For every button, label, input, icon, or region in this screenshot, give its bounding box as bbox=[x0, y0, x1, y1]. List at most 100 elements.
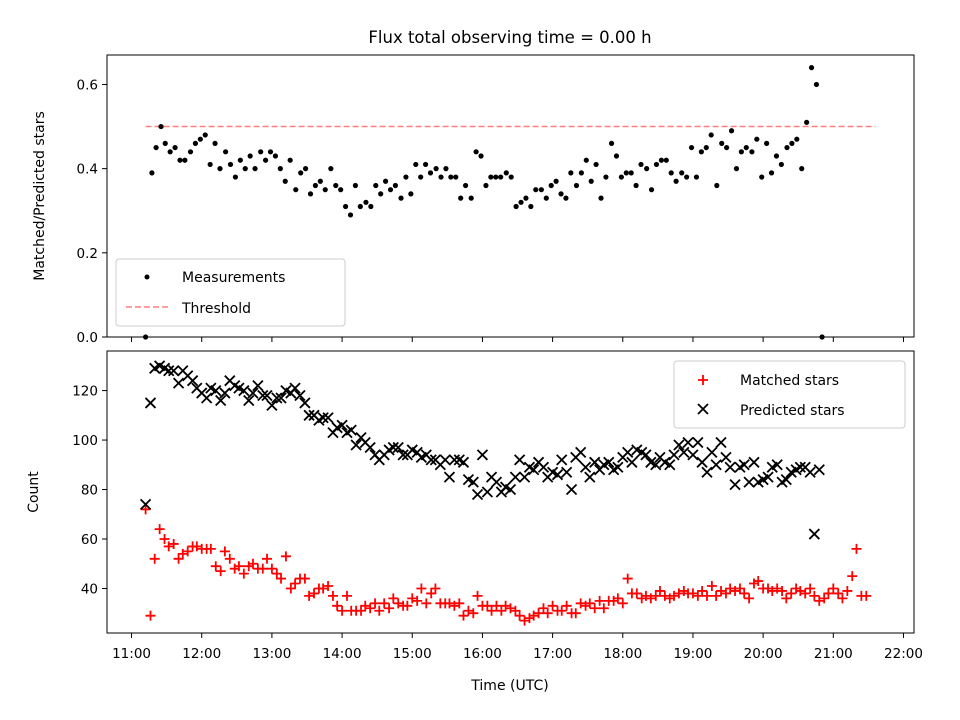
measurements-point bbox=[573, 182, 580, 189]
predicted-stars-point bbox=[443, 471, 456, 483]
matched-stars-point bbox=[823, 588, 834, 599]
measurements-point bbox=[749, 149, 755, 155]
predicted-stars-point bbox=[701, 466, 713, 478]
matched-stars-point bbox=[215, 566, 226, 577]
predicted-stars-point bbox=[715, 436, 727, 449]
ratio-legend-box bbox=[115, 258, 346, 327]
predicted-stars-point bbox=[238, 384, 250, 397]
matched-stars-point bbox=[744, 593, 755, 604]
measurements-point bbox=[448, 174, 454, 180]
measurements-point bbox=[387, 187, 394, 193]
measurements-point bbox=[202, 132, 208, 138]
ratio-y-ticks: 0.0 0.2 0.4 0.6 bbox=[77, 77, 107, 346]
measurements-point bbox=[764, 140, 770, 146]
measurements-point bbox=[237, 157, 243, 163]
matched-stars-point bbox=[370, 598, 381, 609]
measurements-point bbox=[743, 144, 749, 151]
measurements-point bbox=[212, 140, 218, 146]
matched-stars-point bbox=[514, 610, 525, 621]
measurements-point bbox=[227, 161, 234, 168]
measurements-point bbox=[167, 149, 173, 155]
counts-panel: 40 60 80 100 120 11:00 12:00 13:00 14:00 15:00 16… bbox=[26, 350, 923, 662]
matched-stars-point bbox=[159, 534, 170, 544]
predicted-stars-point bbox=[392, 441, 404, 454]
matched-stars-point bbox=[309, 588, 320, 599]
predicted-stars-point bbox=[490, 476, 503, 488]
matched-stars-point bbox=[365, 603, 376, 614]
predicted-stars-point bbox=[219, 387, 231, 399]
measurements-point bbox=[663, 157, 669, 163]
measurements-point bbox=[503, 170, 509, 176]
measurements-point bbox=[172, 144, 178, 151]
measurements-point bbox=[719, 140, 725, 146]
measurements-point bbox=[427, 170, 434, 176]
predicted-stars-point bbox=[345, 424, 357, 436]
matched-stars-point bbox=[556, 605, 567, 616]
counts-y-tick-label: 80 bbox=[81, 483, 98, 499]
measurements-point bbox=[528, 203, 534, 210]
matched-stars-point bbox=[145, 610, 156, 621]
predicted-stars-point bbox=[163, 365, 175, 377]
measurements-point bbox=[794, 136, 800, 142]
measurements-point bbox=[513, 203, 519, 210]
matched-stars-point bbox=[219, 546, 230, 557]
legend-threshold-label: Threshold bbox=[181, 301, 251, 317]
measurements-point bbox=[813, 81, 820, 88]
matched-stars-point bbox=[388, 593, 399, 604]
matched-stars-point bbox=[140, 504, 151, 515]
legend-measurements-label: Measurements bbox=[182, 270, 285, 286]
measurements-point bbox=[738, 149, 744, 155]
matched-stars-point bbox=[828, 583, 839, 594]
predicted-stars-point bbox=[144, 397, 157, 409]
predicted-stars-point bbox=[622, 446, 634, 459]
matched-stars-point bbox=[384, 603, 395, 614]
measurements-point bbox=[302, 166, 309, 172]
predicted-stars-point bbox=[504, 483, 517, 496]
matched-stars-point bbox=[374, 605, 385, 616]
legend-predicted-label: Predicted stars bbox=[740, 403, 845, 419]
matched-stars-point bbox=[280, 551, 291, 562]
counts-legend: Matched stars Predicted stars bbox=[673, 360, 906, 429]
measurements-point bbox=[217, 166, 223, 172]
measurements-point bbox=[382, 178, 389, 184]
measurements-point bbox=[658, 157, 664, 163]
matched-stars-point bbox=[654, 585, 665, 596]
measurements-point bbox=[142, 334, 149, 340]
predicted-stars-point bbox=[706, 446, 718, 459]
predicted-stars-point bbox=[294, 389, 306, 402]
predicted-stars-point bbox=[172, 377, 185, 389]
predicted-stars-point bbox=[687, 449, 699, 461]
measurements-point bbox=[357, 203, 363, 210]
matched-stars-point bbox=[711, 590, 722, 601]
measurements-point bbox=[563, 195, 569, 201]
measurements-point bbox=[523, 195, 529, 201]
predicted-stars-point bbox=[738, 459, 750, 471]
predicted-stars-point bbox=[247, 387, 259, 399]
measurements-point bbox=[498, 174, 504, 180]
predicted-stars-point bbox=[729, 478, 741, 491]
measurements-point bbox=[453, 174, 459, 180]
measurements-point bbox=[698, 149, 704, 155]
measurements-point bbox=[633, 182, 639, 189]
predicted-stars-point bbox=[696, 456, 708, 468]
matched-stars-point bbox=[205, 543, 216, 554]
legend-matched-label: Matched stars bbox=[740, 373, 839, 389]
predicted-stars-point bbox=[780, 473, 792, 486]
matched-stars-point bbox=[598, 603, 609, 614]
predicted-stars-point bbox=[317, 412, 329, 424]
measurements-point bbox=[242, 166, 248, 172]
measurements-point bbox=[638, 161, 644, 168]
measurements-point bbox=[322, 187, 328, 193]
measurements-point bbox=[789, 140, 795, 146]
predicted-stars-point bbox=[364, 441, 376, 454]
predicted-stars-point bbox=[612, 461, 624, 473]
predicted-stars-point bbox=[724, 461, 736, 473]
measurements-point bbox=[462, 182, 469, 189]
measurements-point bbox=[553, 178, 559, 184]
measurements-point bbox=[714, 182, 720, 189]
measurements-point bbox=[398, 195, 404, 201]
matched-stars-point bbox=[299, 573, 310, 584]
measurements-point bbox=[182, 157, 188, 163]
measurements-point bbox=[784, 144, 790, 151]
